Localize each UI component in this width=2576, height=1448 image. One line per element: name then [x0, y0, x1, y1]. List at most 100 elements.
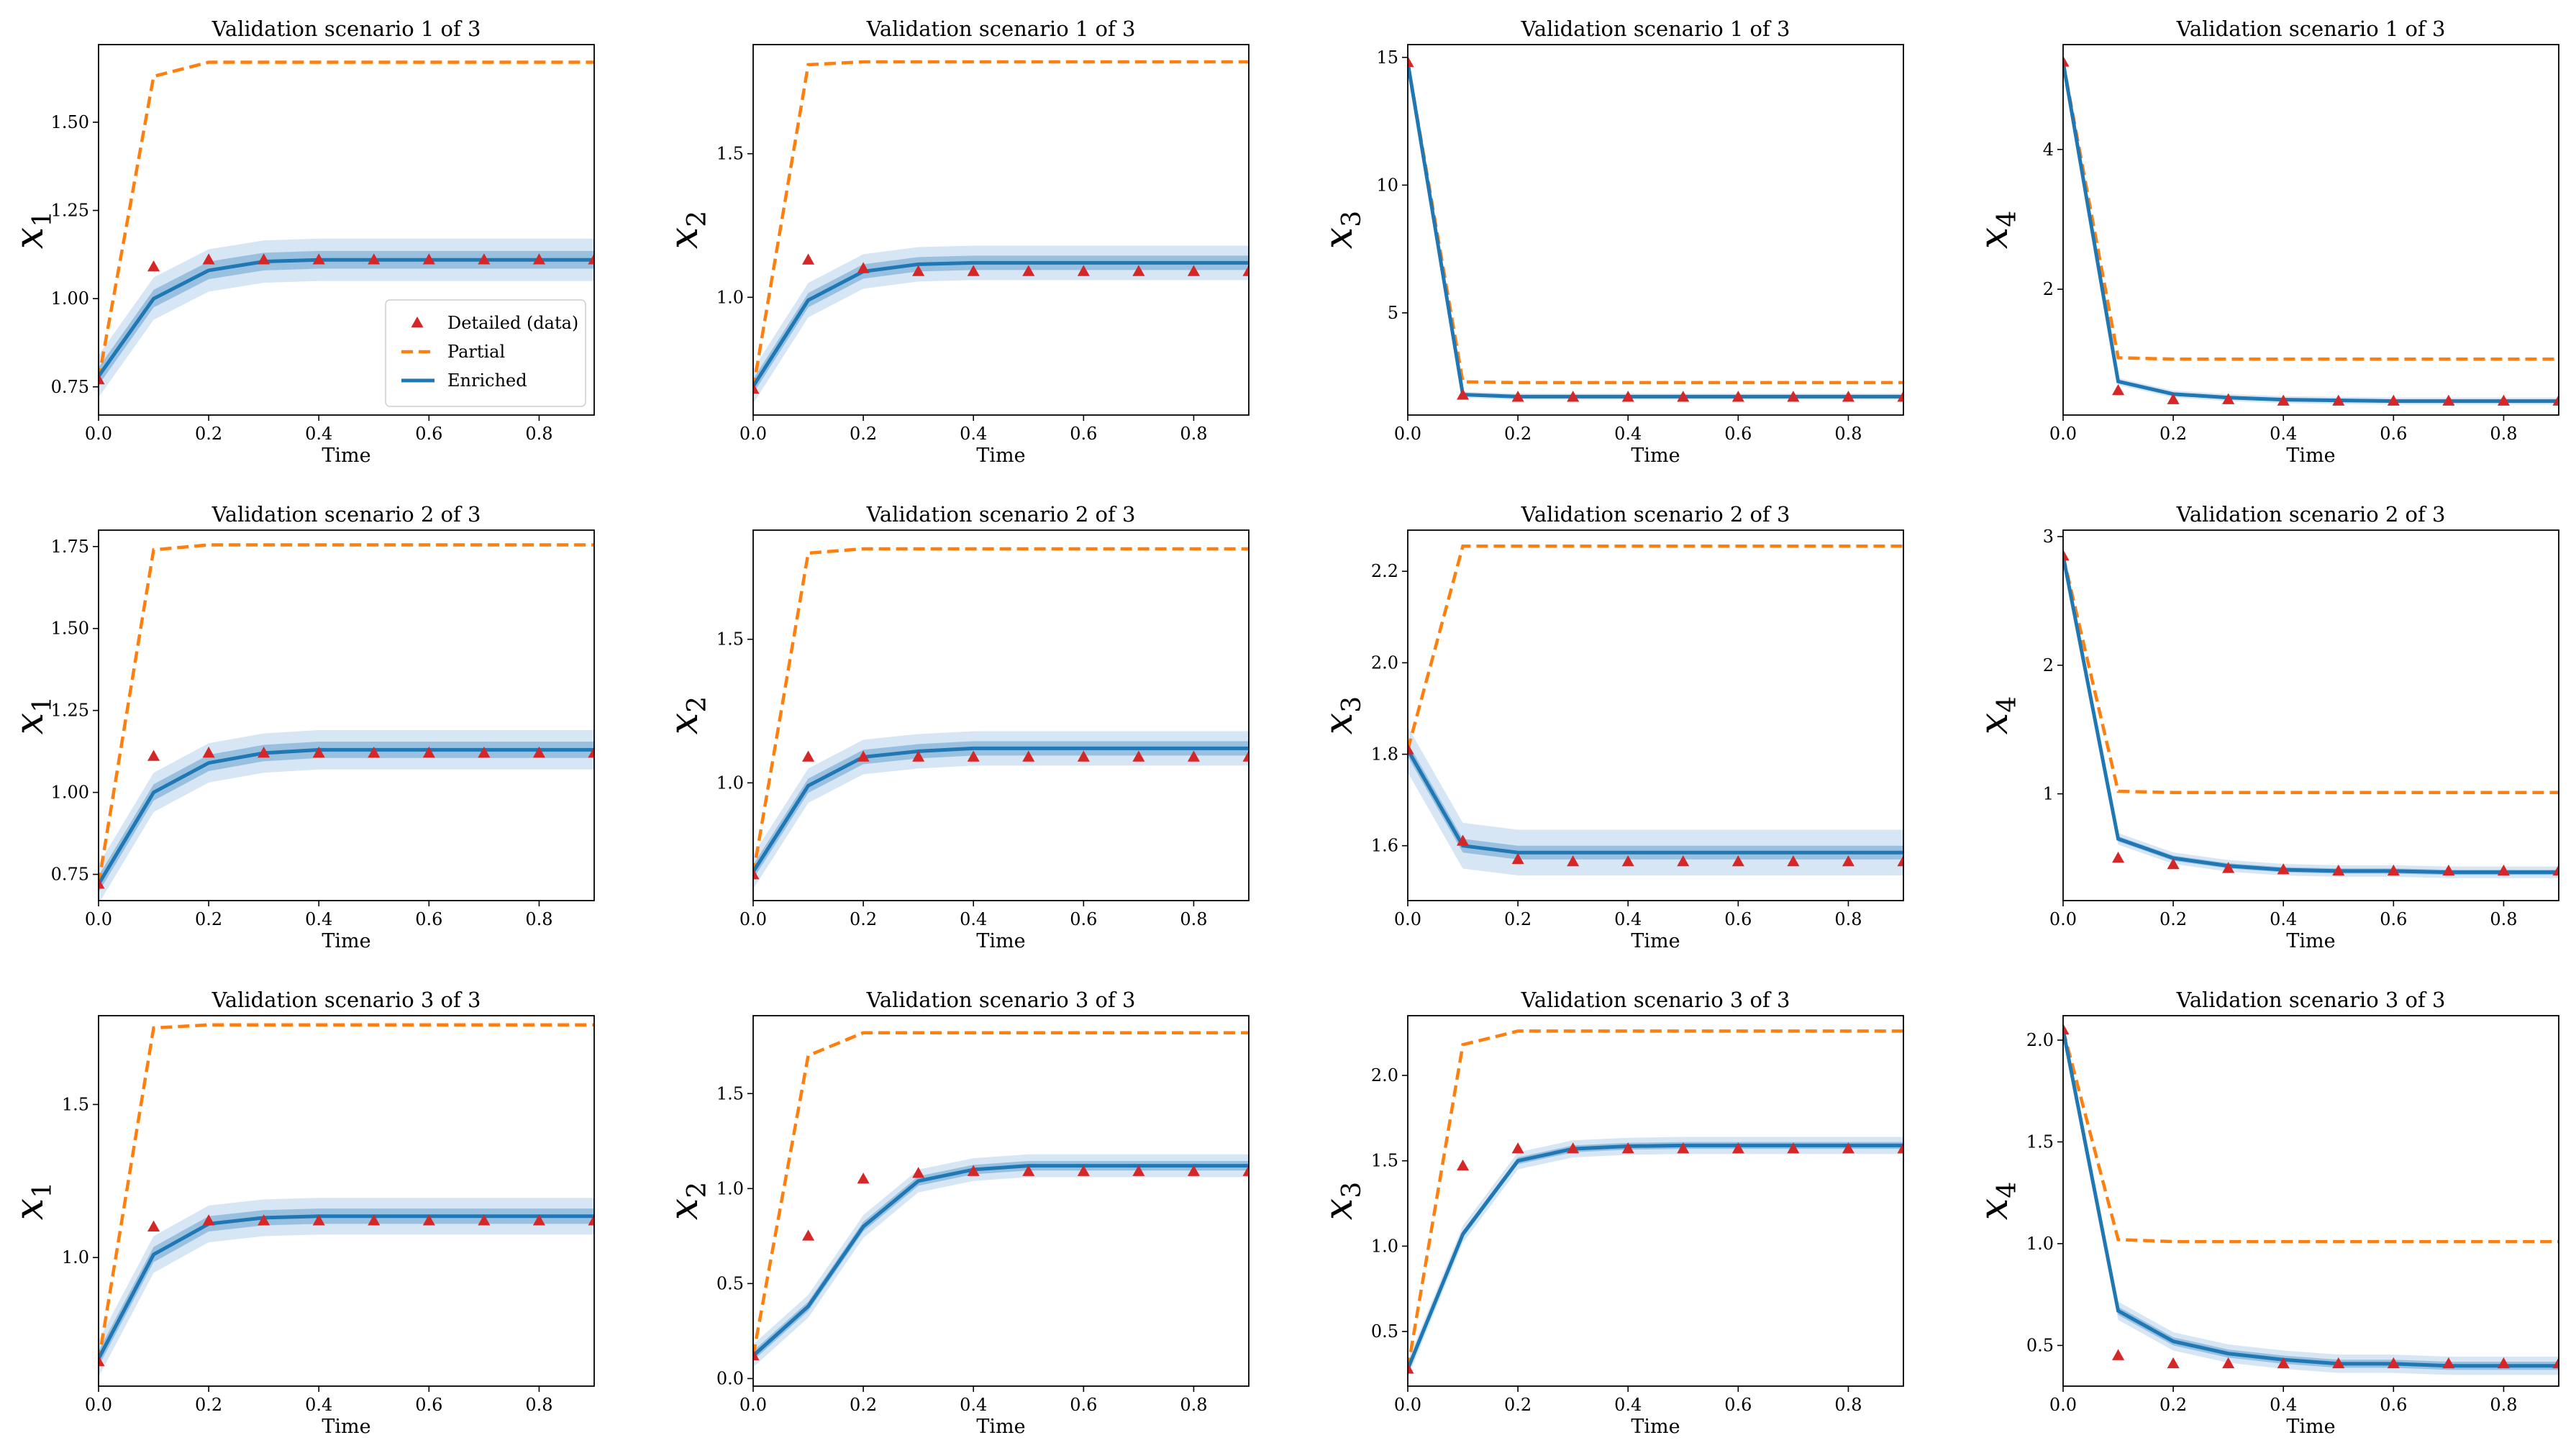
plot-area: [753, 60, 1249, 404]
data-point: [2112, 1349, 2125, 1360]
y-tick-label: 10: [1376, 175, 1398, 195]
enriched-line: [753, 260, 1249, 388]
data-point: [2332, 1357, 2345, 1369]
x-tick-label: 0.8: [2490, 1395, 2517, 1415]
y-tick-label: 1.8: [1371, 745, 1398, 765]
x-tick-label: 0.8: [1834, 424, 1862, 444]
data-point: [1842, 391, 1854, 402]
chart-title: Validation scenario 1 of 3: [1521, 17, 1790, 41]
y-axis-subscript: 3: [1337, 211, 1367, 227]
x-tick-label: 0.6: [415, 909, 442, 929]
partial-line: [1408, 62, 1903, 385]
data-point: [2277, 394, 2290, 406]
enriched-band-outer: [1408, 1137, 1903, 1378]
x-tick-label: 0.4: [305, 424, 332, 444]
data-point: [1408, 743, 1414, 755]
data-point: [967, 1165, 980, 1176]
plot-area: [753, 547, 1249, 890]
enriched-line: [2063, 1029, 2559, 1368]
y-tick-label: 1.0: [716, 287, 744, 307]
enriched-band-inner: [753, 741, 1249, 880]
data-point: [912, 750, 925, 762]
data-point: [312, 253, 325, 265]
data-point: [1242, 750, 1249, 762]
enriched-band-inner: [1408, 61, 1903, 399]
data-point: [2497, 1357, 2510, 1369]
subplot-r1-c2: 0.0 0.2 0.4 0.6 0.8 1.0 1.5 Validation scenario…: [661, 17, 1250, 467]
data-point: [2442, 394, 2455, 406]
axes-frame: [752, 1015, 1250, 1387]
y-tick-label: 1.5: [1371, 1151, 1398, 1171]
y-tick-label: 1: [2043, 784, 2054, 804]
x-tick-label: 0.4: [2270, 1395, 2297, 1415]
data-point: [422, 1214, 435, 1226]
y-tick-label: 2.0: [2026, 1030, 2054, 1050]
x-tick-label: 0.0: [1394, 909, 1421, 929]
x-tick-label: 0.6: [1724, 909, 1752, 929]
x-tick-label: 0.0: [85, 424, 112, 444]
data-point: [1567, 855, 1580, 867]
data-point: [147, 1220, 160, 1231]
x-axis-label: Time: [976, 1416, 1025, 1438]
x-tick-label: 0.8: [2490, 909, 2517, 929]
x-axis-label: Time: [2286, 445, 2335, 467]
chart-title: Validation scenario 2 of 3: [2176, 502, 2446, 527]
x-tick-label: 0.4: [305, 909, 332, 929]
data-point: [1408, 1362, 1414, 1374]
y-tick-label: 1.50: [51, 619, 89, 639]
data-point: [2222, 1357, 2235, 1369]
x-tick-label: 0.8: [1834, 909, 1862, 929]
data-point: [478, 746, 491, 758]
subplot-r2-c2: 0.0 0.2 0.4 0.6 0.8 1.0 1.5 Validation scenario…: [661, 502, 1250, 952]
y-axis-label: x2: [661, 1182, 712, 1220]
subplot-r3-c1: 0.0 0.2 0.4 0.6 0.8 1.0 1.5 Validation scenario…: [6, 988, 595, 1438]
data-point: [202, 746, 215, 758]
y-axis-label: x3: [1316, 1182, 1367, 1220]
plot-area: [2063, 55, 2559, 406]
x-tick-label: 0.0: [85, 1395, 112, 1415]
data-point: [2112, 851, 2125, 863]
x-tick-label: 0.0: [739, 424, 767, 444]
x-tick-label: 0.2: [2159, 1395, 2187, 1415]
x-tick-label: 0.8: [1180, 424, 1207, 444]
y-tick-label: 0.75: [51, 377, 89, 397]
x-tick-label: 0.6: [2380, 424, 2407, 444]
axes-frame: [2062, 529, 2559, 901]
x-tick-label: 0.6: [1070, 1395, 1097, 1415]
partial-line: [2063, 1029, 2559, 1244]
data-point: [2112, 383, 2125, 396]
y-axis-subscript: 1: [28, 696, 58, 713]
legend-label-enriched: Enriched: [447, 370, 527, 391]
y-axis-subscript: 1: [28, 211, 58, 227]
data-point: [2387, 1357, 2400, 1369]
plot-area: [1408, 1029, 1903, 1378]
x-tick-label: 0.0: [1394, 1395, 1421, 1415]
x-tick-label: 0.2: [195, 1395, 222, 1415]
data-point: [1022, 1165, 1035, 1176]
x-tick-label: 0.6: [2380, 1395, 2407, 1415]
data-point: [2167, 393, 2180, 404]
enriched-band-outer: [99, 730, 594, 901]
data-point: [478, 253, 491, 265]
data-point: [368, 746, 381, 758]
enriched-band-inner: [753, 255, 1249, 394]
data-point: [588, 253, 594, 265]
data-point: [912, 1167, 925, 1178]
partial-line: [1408, 545, 1903, 750]
y-tick-label: 0.75: [51, 865, 89, 885]
data-point: [1408, 55, 1414, 68]
data-point: [1787, 1142, 1800, 1154]
data-point: [1677, 1142, 1690, 1154]
plot-area: [753, 1031, 1249, 1367]
partial-line: [2063, 61, 2559, 361]
x-tick-label: 0.6: [415, 424, 442, 444]
data-point: [1511, 1142, 1524, 1154]
x-tick-label: 0.4: [960, 909, 987, 929]
y-axis-variable: x: [6, 1198, 52, 1220]
enriched-band-outer: [753, 1154, 1249, 1367]
data-point: [1187, 750, 1200, 762]
y-tick-label: 5: [1388, 303, 1398, 323]
x-axis-label: Time: [2286, 1416, 2335, 1438]
data-point: [2063, 55, 2070, 67]
subplot-r1-c4: 0.0 0.2 0.4 0.6 0.8 2 4 Validation scenario 1 o…: [1971, 17, 2559, 467]
